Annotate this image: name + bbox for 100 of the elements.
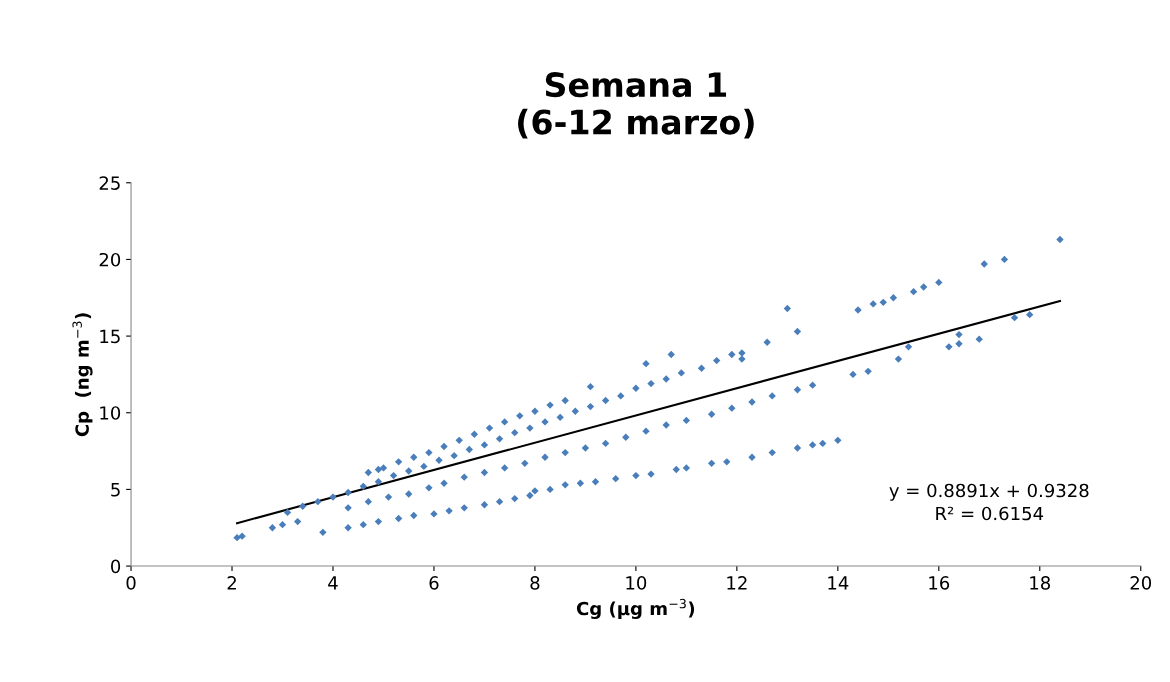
point bbox=[511, 494, 519, 503]
x-tick-label: 0 bbox=[126, 576, 136, 590]
y-tick-label: 25 bbox=[99, 176, 120, 190]
y-tick-label: 15 bbox=[100, 329, 120, 344]
point bbox=[480, 441, 489, 449]
point bbox=[632, 471, 640, 480]
point bbox=[374, 478, 383, 486]
point bbox=[450, 452, 458, 460]
x-axis-title: Cg (μg m$^{−3}$) bbox=[576, 598, 695, 619]
point bbox=[460, 504, 468, 512]
y-tick-label: 10 bbox=[100, 406, 121, 420]
point bbox=[526, 491, 534, 500]
x-tick-label: 2 bbox=[227, 576, 236, 590]
point bbox=[647, 379, 655, 388]
y-tick-label: 0 bbox=[111, 559, 121, 574]
point bbox=[955, 330, 963, 339]
point bbox=[586, 402, 595, 411]
point bbox=[783, 304, 792, 313]
point bbox=[707, 459, 716, 468]
point bbox=[612, 475, 620, 483]
point bbox=[344, 488, 352, 497]
point bbox=[793, 444, 802, 452]
point bbox=[425, 448, 433, 457]
x-tick-label: 14 bbox=[828, 576, 849, 590]
point bbox=[682, 416, 691, 425]
point bbox=[233, 534, 241, 542]
point bbox=[1000, 255, 1009, 264]
point bbox=[319, 528, 327, 537]
point bbox=[500, 464, 509, 472]
point bbox=[293, 517, 302, 526]
point bbox=[455, 436, 463, 445]
point bbox=[1010, 314, 1019, 322]
point bbox=[571, 407, 579, 415]
point bbox=[728, 350, 736, 359]
chart-title: Semana 1 (6-12 marzo) bbox=[518, 72, 754, 139]
point bbox=[495, 435, 504, 443]
point bbox=[834, 436, 842, 445]
point bbox=[879, 298, 887, 307]
point bbox=[480, 501, 489, 509]
point bbox=[420, 462, 428, 471]
point bbox=[975, 335, 983, 343]
point bbox=[601, 439, 610, 448]
x-tick-label: 12 bbox=[727, 576, 747, 590]
point bbox=[677, 369, 686, 377]
point bbox=[682, 464, 691, 472]
point bbox=[707, 410, 716, 418]
point bbox=[793, 327, 802, 336]
point bbox=[591, 478, 600, 486]
point bbox=[793, 386, 802, 394]
point bbox=[768, 392, 776, 400]
point bbox=[889, 294, 898, 302]
point bbox=[697, 364, 706, 372]
point bbox=[561, 481, 569, 489]
point bbox=[344, 524, 352, 532]
point bbox=[672, 465, 680, 474]
annotation: y = 0.8891x + 0.9328 bbox=[889, 483, 1089, 501]
point bbox=[364, 468, 372, 477]
point bbox=[278, 520, 287, 529]
point bbox=[440, 442, 448, 451]
point bbox=[470, 430, 479, 438]
point bbox=[909, 287, 918, 296]
point bbox=[1026, 310, 1034, 319]
point bbox=[314, 497, 322, 506]
x-tick-label: 8 bbox=[530, 576, 540, 590]
point bbox=[410, 453, 418, 461]
point bbox=[299, 502, 307, 510]
point bbox=[713, 356, 721, 365]
point bbox=[394, 514, 403, 523]
point bbox=[763, 338, 771, 346]
x-tick-label: 20 bbox=[1130, 576, 1152, 590]
point bbox=[632, 384, 640, 392]
point bbox=[622, 433, 630, 441]
point bbox=[344, 504, 352, 512]
point bbox=[864, 367, 872, 376]
point bbox=[460, 473, 468, 481]
x-tick-label: 6 bbox=[429, 576, 439, 590]
point bbox=[384, 493, 393, 501]
point bbox=[389, 471, 398, 480]
point bbox=[808, 381, 817, 389]
point bbox=[511, 429, 519, 437]
point bbox=[768, 448, 776, 457]
point bbox=[642, 360, 650, 368]
point bbox=[500, 418, 509, 426]
point bbox=[849, 370, 857, 379]
point bbox=[410, 511, 418, 520]
point bbox=[268, 524, 277, 532]
y-axis-title: Cp (ng m$^{−3}$) bbox=[72, 313, 93, 437]
point bbox=[359, 520, 367, 529]
point bbox=[561, 396, 569, 405]
point bbox=[516, 412, 524, 420]
point bbox=[586, 383, 595, 391]
point bbox=[601, 396, 610, 405]
y-tick-label: 20 bbox=[99, 252, 121, 267]
point bbox=[617, 392, 625, 400]
point bbox=[485, 424, 494, 432]
x-tick-label: 18 bbox=[1030, 576, 1051, 590]
point bbox=[576, 479, 585, 487]
point bbox=[819, 439, 827, 448]
point bbox=[894, 355, 903, 363]
point bbox=[808, 441, 817, 449]
